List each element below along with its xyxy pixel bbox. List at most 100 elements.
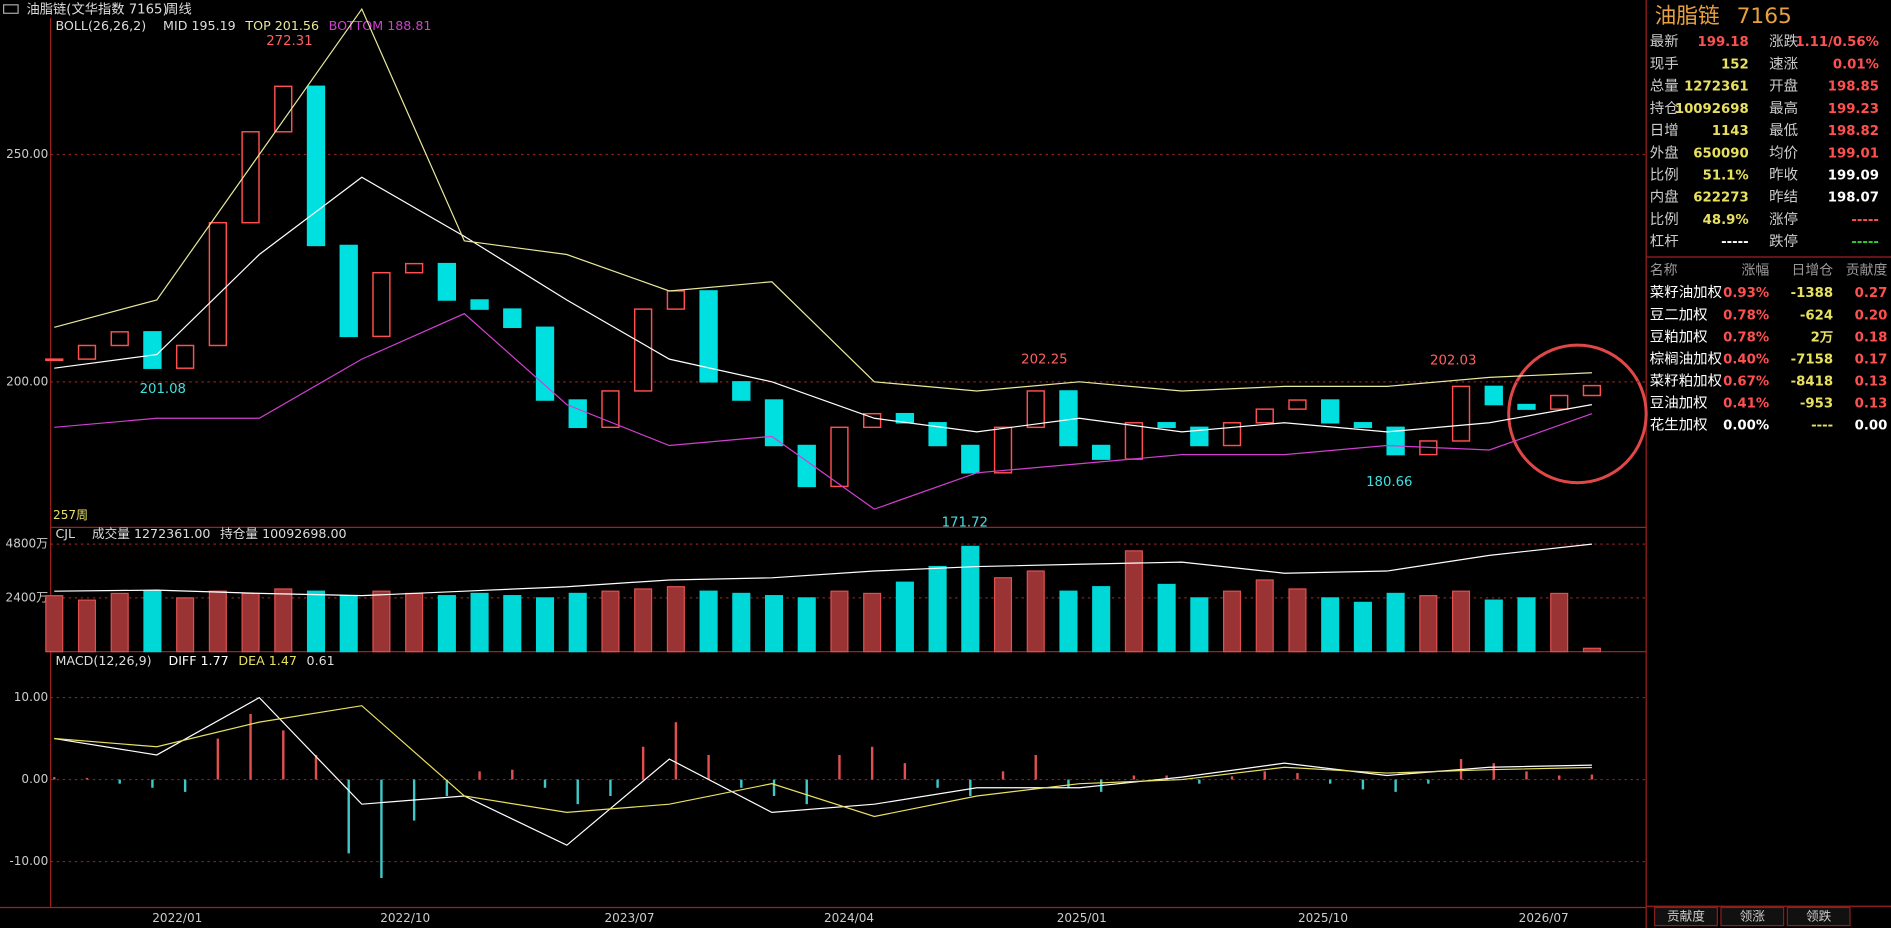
candle [862, 412, 882, 429]
window-title: 油脂链(文华指数 7165) [27, 2, 168, 18]
candle [732, 381, 751, 401]
legend-entry: BOTTOM 188.81 [329, 18, 432, 33]
x-tick-label: 2025/10 [1298, 911, 1348, 925]
quote-value: 1143 [1712, 124, 1749, 139]
candle [568, 399, 587, 429]
volume-bar [1092, 586, 1111, 653]
component-name: 花生加权 [1650, 417, 1708, 434]
candle [633, 308, 653, 392]
candle [77, 344, 97, 360]
candle [503, 308, 522, 329]
component-name: 豆二加权 [1650, 306, 1708, 323]
component-value: 0.13 [1855, 375, 1888, 390]
candle [241, 131, 260, 224]
component-name: 菜籽粕加权 [1650, 373, 1722, 390]
volume-bar [1550, 592, 1569, 653]
component-value: 2万 [1811, 329, 1833, 345]
volume-bar [1582, 647, 1601, 653]
quote-value: ----- [1851, 213, 1879, 228]
candle [45, 358, 64, 362]
quote-label: 比例 [1650, 211, 1679, 228]
candle [601, 390, 620, 429]
candle [208, 221, 228, 347]
volume-bar [372, 590, 391, 653]
quote-value: 199.01 [1828, 146, 1879, 161]
candle [1288, 399, 1307, 410]
indicator-line [54, 543, 1592, 597]
quote-label: 最新 [1650, 33, 1679, 50]
volume-bar [1321, 597, 1340, 653]
candle [1321, 399, 1340, 424]
quote-label: 持仓 [1650, 100, 1679, 117]
x-tick-label: 2022/10 [380, 911, 430, 925]
volume-bar [241, 592, 260, 653]
tab[interactable]: 领跌 [1806, 909, 1832, 924]
volume-bar [732, 592, 751, 653]
quote-label: 均价 [1769, 144, 1798, 161]
candle [993, 426, 1013, 474]
x-tick-label: 2023/07 [605, 911, 655, 925]
volume-bar [1452, 590, 1471, 653]
candle [1550, 394, 1569, 410]
candle [928, 422, 947, 447]
component-value: 0.20 [1855, 308, 1888, 323]
period-selector[interactable]: 周线 [165, 2, 192, 18]
tab[interactable]: 贡献度 [1667, 909, 1705, 924]
quote-value: 1.11/0.56% [1795, 35, 1879, 50]
quote-code: 7165 [1737, 4, 1792, 29]
y-tick-label: 10.00 [14, 690, 48, 704]
component-header: 日增仓 [1792, 262, 1834, 278]
volume-bar [666, 586, 685, 653]
component-value: ---- [1811, 419, 1833, 434]
y-tick-label: 250.00 [6, 147, 48, 161]
candle [1451, 385, 1471, 442]
candle [1582, 384, 1602, 397]
candle [1092, 444, 1111, 460]
component-value: -7158 [1791, 352, 1833, 367]
quote-label: 涨跌 [1769, 33, 1798, 50]
component-value: 0.00% [1723, 419, 1769, 434]
candle [1124, 422, 1144, 460]
volume-bar [1222, 590, 1242, 653]
legend-entry: MACD(12,26,9) [55, 653, 151, 668]
candle [1386, 426, 1405, 456]
indicator-line [54, 176, 1593, 433]
legend-entry: 成交量 1272361.00 [92, 526, 210, 541]
indicator-line [54, 696, 1592, 846]
quote-value: 10092698 [1675, 102, 1749, 117]
component-value: 0.18 [1855, 330, 1888, 345]
candle [961, 444, 980, 474]
component-value: 0.93% [1723, 286, 1769, 301]
tab-frame[interactable] [1786, 906, 1851, 927]
indicator-line [54, 7, 1592, 392]
quote-value: 198.07 [1828, 191, 1879, 206]
candle [1059, 390, 1078, 447]
legend-entry: TOP 201.56 [244, 18, 319, 33]
component-header: 名称 [1650, 262, 1678, 278]
volume-bar [470, 592, 489, 653]
quote-label: 开盘 [1769, 77, 1798, 95]
candle [1222, 422, 1242, 447]
legend-entry: DIFF 1.77 [168, 653, 228, 668]
volume-bar [634, 588, 653, 653]
quote-label: 杠杆 [1650, 233, 1679, 250]
candle [1353, 422, 1373, 429]
y-tick-label: 200.00 [6, 374, 48, 388]
volume-bar [1517, 597, 1536, 653]
legend-entry: MID 195.19 [163, 18, 236, 33]
volume-bar [110, 592, 129, 653]
quote-value: 152 [1721, 57, 1749, 72]
y-tick-label: 0.00 [21, 772, 48, 786]
volume-bar [339, 595, 358, 653]
candle [830, 426, 849, 488]
quote-value: 0.01% [1833, 57, 1879, 72]
candle [339, 244, 358, 338]
volume-bar [699, 590, 718, 653]
tab-frame[interactable] [1654, 906, 1718, 927]
tab[interactable]: 领涨 [1740, 909, 1766, 924]
quote-label: 现手 [1650, 55, 1679, 72]
tab-frame[interactable] [1720, 906, 1785, 927]
volume-bar [274, 588, 293, 653]
quote-label: 跌停 [1769, 233, 1798, 250]
